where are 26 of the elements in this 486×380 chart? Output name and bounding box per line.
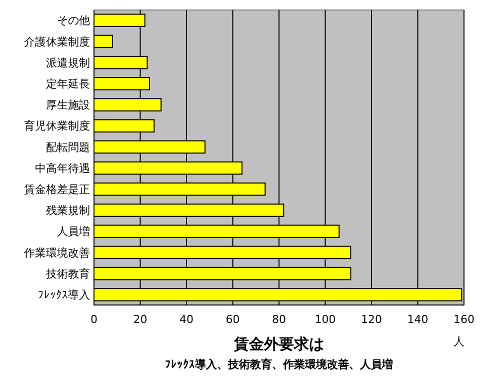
x-tick-label: 40 xyxy=(180,313,194,326)
x-axis-title: 人 xyxy=(454,335,464,348)
x-tick-label: 80 xyxy=(272,313,286,326)
x-tick-label: 140 xyxy=(407,313,428,326)
y-tick-label: 介護休業制度 xyxy=(24,35,90,48)
x-tick-label: 120 xyxy=(361,313,382,326)
y-tick-label: 定年延長 xyxy=(46,77,90,90)
x-tick-label: 60 xyxy=(226,313,240,326)
y-tick-label: 育児休業制度 xyxy=(24,120,90,133)
y-tick-label: 賃金格差是正 xyxy=(24,183,90,196)
y-tick-label: 中高年待遇 xyxy=(35,162,90,175)
y-tick-label: 技術教育 xyxy=(45,267,90,280)
x-tick-label: 160 xyxy=(454,313,474,326)
y-tick-label: 厚生施設 xyxy=(46,98,90,112)
y-tick-label: 作業環境改善 xyxy=(23,246,90,260)
x-tick-label: 20 xyxy=(133,313,148,326)
x-tick-label: 100 xyxy=(314,313,336,326)
y-tick-label: 派遣規制 xyxy=(46,56,90,70)
y-tick-label: その他 xyxy=(57,14,90,28)
y-tick-label: 配転問題 xyxy=(46,140,90,154)
y-tick-label: 残業規制 xyxy=(46,204,90,218)
x-tick-label: 0 xyxy=(90,313,98,326)
text: 賃金外要求は xyxy=(233,335,324,353)
y-tick-label: 人員増 xyxy=(57,225,90,238)
text: ﾌﾚｯｸｽ導入、技術教育、作業環境改善、人員増 xyxy=(165,358,393,371)
y-tick-label: ﾌﾚｯｸｽ導入 xyxy=(38,288,90,302)
